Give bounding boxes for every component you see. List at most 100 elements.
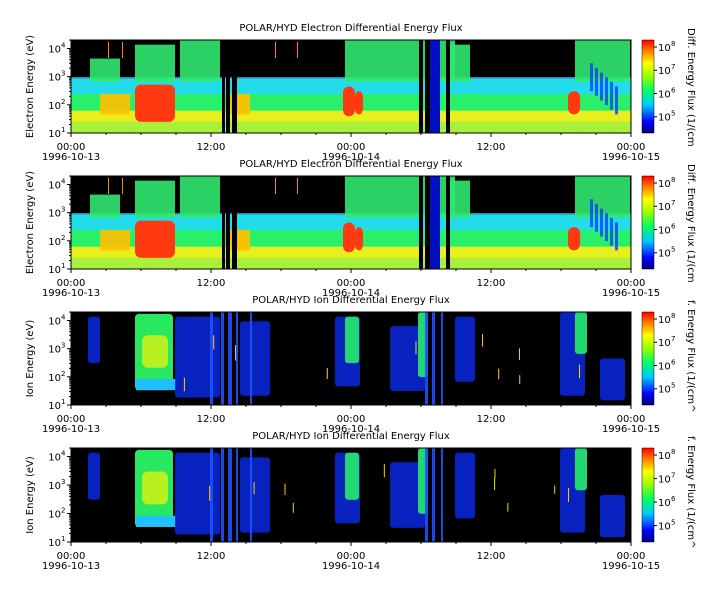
flux-band-lowest [71,121,631,133]
flux-plume [90,194,120,218]
x-tick-label: 12:00 [197,278,226,289]
spike-tick [518,348,520,360]
ion-base [136,378,176,391]
colorbar-label: f. Energy Flux (1/(cm^ [685,300,696,412]
data-gap-stripe [222,176,225,269]
ion-stripe [228,312,232,405]
colorbar [641,311,655,406]
y-tick-label: 10 [48,453,61,464]
x-tick-label: 00:00 [57,414,86,425]
colorbar-tick-exp: 6 [671,86,676,94]
flux-plume [90,58,120,82]
flux-hotspot [568,227,580,251]
ion-stripe [236,448,238,542]
spike-tick [183,377,185,392]
x-tick-label: 00:00 [57,142,86,153]
x-date-label: 1996-10-14 [322,424,380,435]
data-gap-stripe [226,176,230,269]
spike-tick [568,487,570,502]
x-tick-label: 00:00 [337,551,366,562]
ion-green-plume [345,316,359,364]
colorbar-tick-exp: 5 [671,110,675,118]
colorbar-tick-exp: 7 [671,472,675,480]
flux-plume [135,44,175,82]
x-tick-label: 00:00 [57,551,86,562]
y-tick-label: 10 [48,101,61,112]
panel-3: POLAR/HYD Ion Differential Energy Flux10… [25,295,696,435]
spike-tick [507,502,509,512]
colorbar-tick-label: 10 [658,225,671,236]
colorbar [641,39,655,134]
colorbar-tick-label: 10 [658,475,671,486]
ion-core [142,471,168,505]
spike-tick [275,42,276,58]
flux-streak [605,77,608,106]
ion-blue-structure [88,316,100,364]
flux-warm [100,93,130,115]
x-date-label: 1996-10-14 [322,152,380,163]
spike-tick [494,469,496,479]
colorbar-tick-label: 10 [658,113,671,124]
ion-blue-structure [455,316,475,382]
colorbar-tick-label: 10 [658,522,671,533]
ion-stripe [236,312,238,405]
spike-tick [383,463,385,478]
y-tick-exp: 2 [61,507,65,515]
spike-tick [213,335,215,350]
y-axis-label: Electron Energy (eV) [25,171,36,274]
flux-plume [135,180,175,218]
flux-plume [180,176,220,218]
x-date-label: 1996-10-15 [602,561,660,572]
data-gap-stripe [226,40,230,133]
flux-band-lowest [71,257,631,269]
flux-band-yellow [71,246,631,260]
colorbar-tick-exp: 6 [671,358,676,366]
ion-blue-structure [600,358,625,401]
colorbar-tick-label: 10 [658,66,671,77]
y-tick-exp: 3 [61,70,65,78]
x-tick-label: 12:00 [197,414,226,425]
flux-plume [450,44,470,82]
flux-streak [605,213,608,242]
ion-core [142,335,168,368]
flux-hotspot [355,91,363,115]
y-tick-label: 10 [48,345,61,356]
spike-tick [122,42,123,58]
ion-stripe [425,312,428,405]
x-date-label: 1996-10-13 [42,561,100,572]
y-tick-exp: 1 [61,262,65,270]
x-date-label: 1996-10-15 [602,152,660,163]
flux-streak [590,63,593,92]
colorbar-tick-exp: 6 [671,222,676,230]
ion-blue-structure [390,462,425,528]
colorbar-label: Diff. Energy Flux (1/(cm [685,164,696,283]
y-tick-label: 10 [48,73,61,84]
ion-blue-structure [455,452,475,519]
panel-1: POLAR/HYD Electron Differential Energy F… [25,23,696,163]
spike-tick [326,368,328,380]
spike-tick [275,178,276,194]
ion-blue-structure [175,452,220,535]
x-date-label: 1996-10-13 [42,288,100,299]
flux-hotspot [135,220,175,258]
colorbar-tick-label: 10 [658,385,671,396]
spike-tick [519,375,521,385]
colorbar-tick-exp: 5 [671,382,675,390]
spike-tick [494,477,496,490]
colorbar-tick-label: 10 [658,451,671,462]
colorbar [641,175,655,270]
x-tick-label: 12:00 [477,142,506,153]
ion-stripe [432,448,435,542]
colorbar-tick-label: 10 [658,179,671,190]
y-tick-label: 10 [48,129,61,140]
data-gap-stripe [232,176,237,269]
x-tick-label: 12:00 [477,414,506,425]
ion-blue-structure [240,457,270,533]
flux-warm [238,93,250,115]
x-tick-label: 00:00 [337,142,366,153]
chart-title: POLAR/HYD Ion Differential Energy Flux [252,431,450,442]
ion-stripe [441,312,443,405]
spike-tick [415,341,417,355]
colorbar-tick-label: 10 [658,338,671,349]
